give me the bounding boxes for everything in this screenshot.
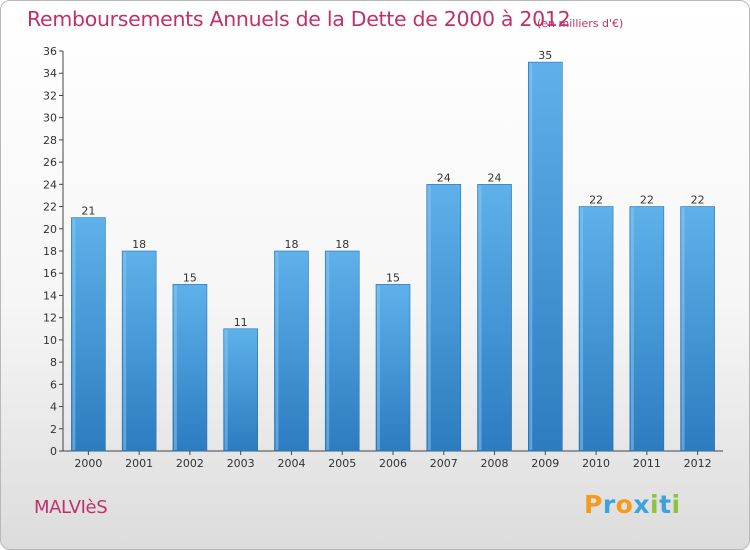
- logo-letter: t: [659, 490, 672, 519]
- data-label-2001: 18: [132, 238, 146, 251]
- logo-letter: o: [615, 490, 634, 519]
- data-label-2010: 22: [589, 194, 603, 207]
- logo-letter: i: [650, 490, 660, 519]
- bar-2008: [477, 184, 512, 452]
- data-label-2000: 21: [81, 205, 95, 218]
- y-tick-label: 32: [43, 89, 57, 102]
- x-tick-label: 2001: [125, 457, 153, 470]
- y-tick-label: 4: [50, 401, 57, 414]
- data-label-2007: 24: [437, 171, 451, 184]
- y-tick-label: 2: [50, 423, 57, 436]
- bar-highlight: [427, 185, 431, 451]
- data-label-2011: 22: [640, 194, 654, 207]
- bar-highlight: [529, 63, 533, 450]
- y-tick-label: 18: [43, 245, 57, 258]
- bar-2003: [223, 328, 258, 452]
- bars: [71, 61, 715, 452]
- bar-highlight: [681, 207, 685, 450]
- x-tick-label: 2011: [633, 457, 661, 470]
- bar-highlight: [377, 285, 380, 450]
- x-tick-label: 2012: [684, 457, 712, 470]
- bar-2011: [629, 206, 665, 452]
- x-tick-label: 2000: [74, 457, 102, 470]
- data-label-2003: 11: [234, 316, 248, 329]
- y-tick-label: 22: [43, 201, 57, 214]
- y-tick-label: 6: [50, 378, 57, 391]
- chart-title: Remboursements Annuels de la Dette de 20…: [27, 7, 571, 31]
- y-tick-label: 8: [50, 356, 57, 369]
- y-tick-label: 0: [50, 445, 57, 458]
- logo-letter: P: [584, 490, 603, 519]
- town-name: MALVIèS: [34, 497, 108, 518]
- y-tick-label: 16: [43, 267, 57, 280]
- x-tick-label: 2004: [277, 457, 305, 470]
- y-tick-label: 10: [43, 334, 57, 347]
- bar-highlight: [326, 252, 330, 450]
- chart-unit: (en milliers d'€): [537, 17, 624, 30]
- bar-2009: [528, 61, 563, 452]
- bar-highlight: [275, 252, 279, 450]
- bar-2005: [324, 250, 360, 452]
- bar-highlight: [72, 218, 76, 450]
- y-tick-label: 14: [43, 289, 57, 302]
- y-tick-label: 20: [43, 223, 57, 236]
- y-tick-label: 36: [43, 45, 57, 58]
- bar-highlight: [580, 207, 584, 450]
- x-tick-label: 2005: [328, 457, 356, 470]
- data-label-2006: 15: [386, 271, 400, 284]
- data-label-2004: 18: [284, 238, 298, 251]
- bar-2004: [274, 250, 309, 452]
- bar-2010: [578, 206, 614, 452]
- data-label-2002: 15: [183, 271, 197, 284]
- y-tick-label: 30: [43, 112, 57, 125]
- bar-highlight: [123, 252, 127, 450]
- bar-2006: [375, 284, 411, 452]
- y-tick-label: 34: [43, 67, 57, 80]
- bar-highlight: [630, 207, 634, 450]
- y-tick-label: 28: [43, 134, 57, 147]
- y-tick-label: 24: [43, 178, 57, 191]
- x-tick-label: 2002: [176, 457, 204, 470]
- data-label-2012: 22: [691, 194, 705, 207]
- bar-highlight: [224, 329, 228, 450]
- x-tick-label: 2009: [531, 457, 559, 470]
- proxiti-logo[interactable]: Proxiti: [584, 490, 681, 519]
- bar-highlight: [478, 185, 482, 451]
- y-tick-label: 26: [43, 156, 57, 169]
- logo-letter: r: [602, 490, 616, 519]
- data-label-2009: 35: [538, 49, 552, 62]
- labels: 21 18 15 11 18 18 15 24 24 35 22 22 22: [81, 49, 704, 329]
- y-tick-label: 12: [43, 312, 57, 325]
- logo-letter: i: [671, 490, 681, 519]
- x-tick-label: 2003: [227, 457, 255, 470]
- bar-2001: [121, 250, 157, 452]
- bar-2000: [71, 217, 106, 452]
- x-tick-label: 2008: [481, 457, 509, 470]
- data-label-2005: 18: [335, 238, 349, 251]
- logo-letter: x: [633, 490, 650, 519]
- bar-highlight: [173, 285, 177, 450]
- x-tick-label: 2007: [430, 457, 458, 470]
- x-tick-label: 2006: [379, 457, 407, 470]
- data-label-2008: 24: [488, 171, 502, 184]
- bar-2007: [426, 184, 462, 452]
- bar-2002: [172, 284, 208, 452]
- x-tick-label: 2010: [582, 457, 610, 470]
- bar-2012: [680, 206, 715, 452]
